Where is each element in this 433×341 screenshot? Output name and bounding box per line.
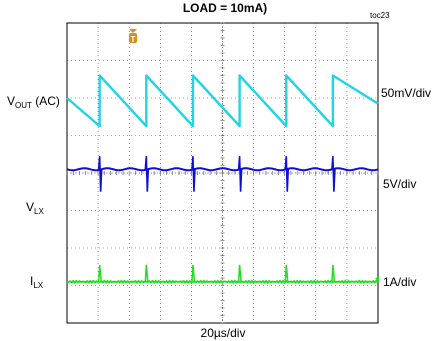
figure-id: toc23 (370, 11, 390, 20)
traces (66, 74, 379, 284)
grid (66, 22, 379, 324)
vlx-spike (97, 156, 103, 192)
ilx-pulse (331, 264, 336, 282)
vlx-trace (66, 167, 379, 172)
vlx-spike (144, 156, 150, 192)
plot-area (66, 22, 379, 324)
ilx-pulse (144, 264, 149, 282)
chart-title: LOAD = 10mA) (183, 1, 267, 15)
ilx-pulse (191, 264, 196, 282)
ilx-pulse (284, 264, 289, 282)
vlx-spike (284, 156, 290, 192)
time-scale: 20µs/div (201, 326, 246, 340)
vlx-label: VLX (26, 200, 44, 216)
ilx-pulse (97, 264, 102, 282)
trigger-marker-label: T (131, 35, 136, 44)
vlx-spike (331, 156, 336, 192)
ilx-pulse (237, 264, 242, 282)
trigger-marker-box (129, 33, 137, 43)
vlx-scale: 5V/div (383, 177, 416, 191)
trigger-marker-arrow (129, 29, 137, 33)
vout-trace (66, 74, 379, 128)
vlx-spike (191, 156, 196, 192)
vout-label: VOUT (AC) (7, 94, 60, 110)
vout-scale: 50mV/div (381, 86, 431, 100)
ilx-scale: 1A/div (383, 275, 416, 289)
vlx-spike (237, 156, 243, 192)
ilx-ground-marker (375, 275, 379, 282)
ilx-label: ILX (30, 274, 44, 290)
trigger-marker: T (129, 29, 137, 44)
ilx-trace (66, 279, 379, 284)
